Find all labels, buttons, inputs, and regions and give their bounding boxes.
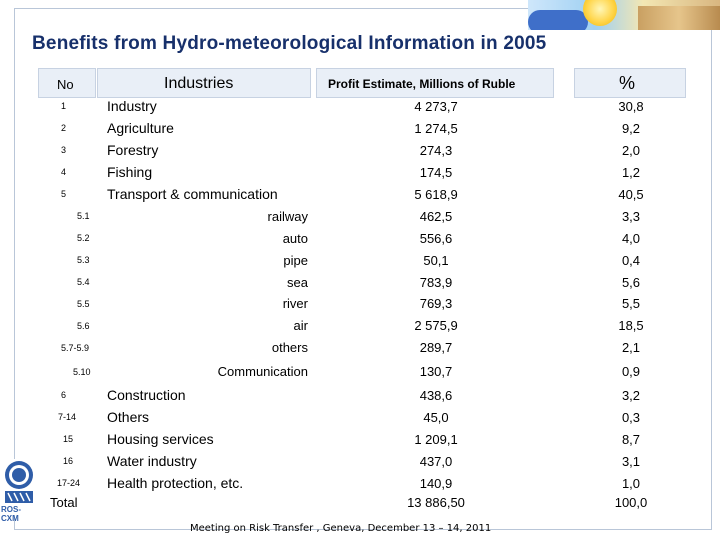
- row-profit: 556,6: [419, 231, 453, 246]
- row-percent: 1,0: [621, 476, 641, 491]
- row-industry: Agriculture: [107, 120, 174, 136]
- footer-text: Meeting on Risk Transfer , Geneva, Decem…: [190, 523, 492, 534]
- row-industry: Water industry: [107, 453, 197, 469]
- row-no: 1: [61, 101, 67, 111]
- row-percent: 9,2: [621, 121, 641, 136]
- row-industry: Industry: [107, 98, 157, 114]
- row-industry: pipe: [283, 253, 308, 268]
- row-no: 5.5: [77, 299, 90, 309]
- logo-text: ROS-CXM: [1, 505, 21, 523]
- row-industry: auto: [282, 231, 308, 246]
- row-profit: 437,0: [419, 454, 453, 469]
- row-profit: 4 273,7: [414, 99, 458, 114]
- row-industry: Housing services: [107, 431, 214, 447]
- header-percent-cell: %: [574, 68, 686, 98]
- row-industry: Communication: [217, 364, 308, 379]
- row-no: 5: [61, 189, 67, 199]
- row-no: 3: [61, 145, 67, 155]
- header-industries-cell: Industries: [97, 68, 311, 98]
- row-industry: Forestry: [107, 142, 159, 158]
- row-no: 2: [61, 123, 67, 133]
- row-profit: 45,0: [423, 410, 449, 425]
- total-percent: 100,0: [614, 495, 648, 510]
- row-percent: 5,5: [621, 296, 641, 311]
- row-profit: 462,5: [419, 209, 453, 224]
- row-no: 5.2: [77, 233, 90, 243]
- row-no: 5.7-5.9: [61, 343, 90, 353]
- row-profit: 1 274,5: [414, 121, 458, 136]
- row-profit: 438,6: [419, 388, 453, 403]
- row-percent: 5,6: [621, 275, 641, 290]
- row-no: 6: [61, 390, 67, 400]
- row-profit: 289,7: [419, 340, 453, 355]
- sun-icon: [583, 0, 617, 26]
- row-industry: others: [271, 340, 308, 355]
- row-no: 5.4: [77, 277, 90, 287]
- header-percent: %: [619, 73, 636, 93]
- row-no: 15: [63, 434, 74, 444]
- row-no: 17-24: [57, 478, 81, 488]
- row-percent: 0,9: [621, 364, 641, 379]
- row-profit: 769,3: [419, 296, 453, 311]
- row-industry: Transport & communication: [107, 186, 278, 202]
- header-profit: Profit Estimate, Millions of Ruble: [328, 77, 516, 91]
- field-image: [638, 6, 720, 30]
- row-industry: railway: [267, 209, 308, 224]
- header-industries: Industries: [164, 75, 234, 92]
- row-industry: air: [293, 318, 308, 333]
- row-no: 5.3: [77, 255, 90, 265]
- row-percent: 1,2: [621, 165, 641, 180]
- decorative-banner: [528, 0, 720, 30]
- row-no: 7-14: [58, 412, 77, 422]
- slide-frame: [14, 8, 712, 530]
- row-percent: 40,5: [618, 187, 644, 202]
- row-profit: 783,9: [419, 275, 453, 290]
- row-profit: 5 618,9: [414, 187, 458, 202]
- row-percent: 0,3: [621, 410, 641, 425]
- header-no: No: [57, 77, 74, 92]
- row-industry: Health protection, etc.: [107, 475, 244, 491]
- row-percent: 3,1: [621, 454, 641, 469]
- row-percent: 3,3: [621, 209, 641, 224]
- row-no: 16: [63, 456, 74, 466]
- row-profit: 274,3: [419, 143, 453, 158]
- row-percent: 8,7: [621, 432, 641, 447]
- total-profit: 13 886,50: [407, 495, 465, 510]
- total-label: Total: [50, 495, 78, 510]
- row-percent: 3,2: [621, 388, 641, 403]
- row-no: 5.6: [77, 321, 90, 331]
- row-industry: Fishing: [107, 164, 153, 180]
- header-profit-cell: Profit Estimate, Millions of Ruble: [316, 68, 554, 98]
- row-industry: Construction: [107, 387, 186, 403]
- row-percent: 4,0: [621, 231, 641, 246]
- row-industry: river: [282, 296, 308, 311]
- row-no: 5.1: [77, 211, 90, 221]
- slide-title: Benefits from Hydro-meteorological Infor…: [32, 33, 547, 54]
- row-profit: 174,5: [419, 165, 453, 180]
- wmo-logo-icon: ROS-CXM: [0, 459, 38, 523]
- row-no: 4: [61, 167, 67, 177]
- row-no: 5.10: [73, 367, 91, 377]
- row-percent: 30,8: [618, 99, 644, 114]
- header-no-cell: No: [38, 68, 96, 98]
- row-percent: 2,1: [621, 340, 641, 355]
- row-percent: 0,4: [621, 253, 641, 268]
- row-industry: Others: [107, 409, 150, 425]
- row-percent: 18,5: [618, 318, 644, 333]
- row-profit: 1 209,1: [414, 432, 458, 447]
- cloud-icon: [528, 10, 588, 30]
- row-profit: 2 575,9: [414, 318, 458, 333]
- row-industry: sea: [287, 275, 308, 290]
- row-percent: 2,0: [621, 143, 641, 158]
- row-profit: 130,7: [419, 364, 453, 379]
- row-profit: 50,1: [423, 253, 449, 268]
- row-profit: 140,9: [419, 476, 453, 491]
